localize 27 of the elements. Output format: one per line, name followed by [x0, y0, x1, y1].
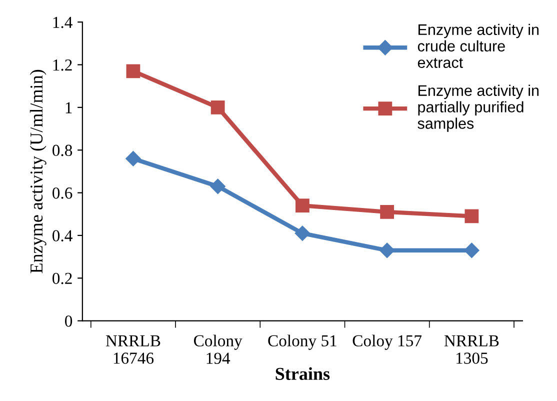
point [464, 209, 479, 224]
x-tick-label: Colony 194 [194, 334, 242, 364]
point [296, 198, 310, 213]
x-tick-label: Coloy 157 [352, 334, 422, 350]
point [294, 226, 310, 241]
point [380, 205, 394, 219]
point [210, 100, 225, 114]
point [464, 242, 480, 258]
y-tick-label: 1.4 [53, 16, 72, 28]
x-axis-title: Strains [276, 367, 330, 380]
y-tick-label: 0 [65, 316, 72, 327]
point [380, 242, 395, 258]
legend-label: Enzyme activity in crude culture extract [418, 24, 539, 68]
legend-label: Enzyme activity in partially purified samples [418, 84, 539, 132]
x-tick-label: Colony 51 [268, 334, 336, 350]
x-tick-label: NRRLB 16746 [106, 335, 160, 364]
point [210, 178, 226, 194]
x-tick-label: NRRLB 1305 [444, 335, 499, 364]
point [126, 151, 141, 166]
y-axis-title: Enzyme activity (U/ml/min) [30, 70, 46, 274]
y-tick-label: 1 [66, 102, 72, 114]
y-tick-label: 0.6 [52, 187, 72, 199]
point [126, 64, 140, 78]
y-tick-label: 1.2 [53, 59, 72, 71]
y-tick-label: 0.4 [52, 230, 72, 242]
y-tick-label: 0.2 [52, 272, 72, 284]
y-tick-label: 0.8 [52, 144, 72, 156]
